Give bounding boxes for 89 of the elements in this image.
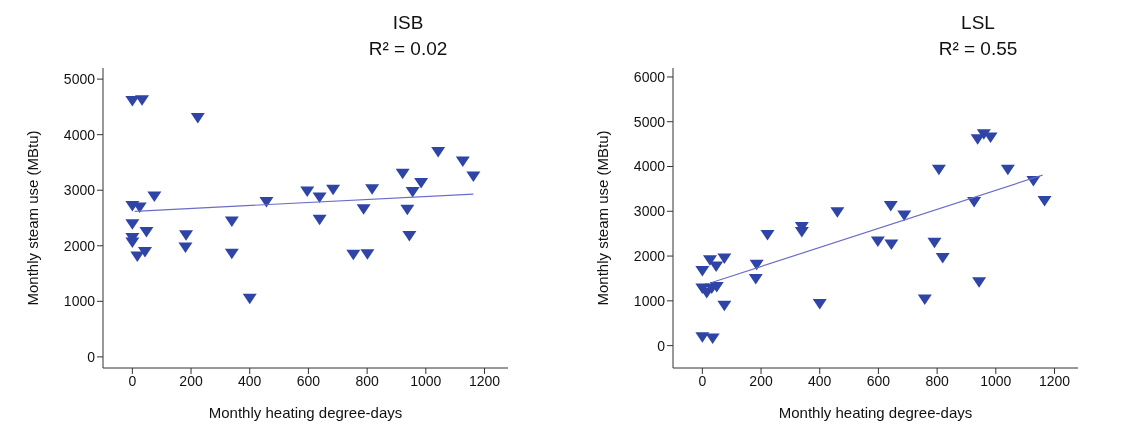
text: R² = 0.55 <box>937 38 1019 61</box>
point <box>935 252 950 264</box>
point <box>135 95 150 106</box>
point <box>395 168 410 180</box>
point <box>346 249 361 261</box>
x-tick-label: 600 <box>866 372 891 389</box>
x-axis-title: Monthly heating degree-days <box>778 404 973 421</box>
point <box>402 230 417 242</box>
y-tick-label: 4000 <box>63 126 96 143</box>
x-tick-label: 200 <box>749 372 773 389</box>
y-tick-label: 2000 <box>633 248 666 265</box>
x-tick-label: 1000 <box>980 372 1012 389</box>
point <box>139 226 154 238</box>
x-tick-label: 600 <box>296 372 321 389</box>
y-axis-title: Monthly steam use (MBtu) <box>24 130 42 306</box>
point <box>897 210 912 221</box>
point <box>224 216 239 227</box>
point <box>695 332 710 343</box>
point <box>326 184 341 196</box>
x-tick-label: 0 <box>698 372 707 389</box>
y-tick-label: 5000 <box>633 113 666 130</box>
point <box>794 226 809 238</box>
point <box>125 95 140 107</box>
x-tick-label: 200 <box>179 372 203 389</box>
point <box>705 333 720 345</box>
point <box>224 248 239 260</box>
x-axis-title: Monthly heating degree-days <box>208 404 403 421</box>
point <box>830 207 845 218</box>
point <box>931 164 946 176</box>
y-tick-label: 0 <box>657 337 666 354</box>
y-tick-label: 1000 <box>63 293 96 310</box>
point <box>1037 196 1052 207</box>
point <box>130 251 145 262</box>
x-tick-label: 1200 <box>468 372 501 389</box>
point <box>466 171 481 182</box>
point <box>717 253 732 264</box>
y-tick-label: 3000 <box>633 203 666 220</box>
point <box>976 129 991 140</box>
x-tick-label: 400 <box>238 372 262 389</box>
point <box>137 246 152 258</box>
y-tick-label: 1000 <box>633 292 666 309</box>
y-tick-label: 6000 <box>633 68 666 85</box>
x-tick-label: 800 <box>355 372 380 389</box>
y-tick-label: 5000 <box>63 71 96 88</box>
point <box>717 300 732 312</box>
point <box>300 186 315 197</box>
point <box>125 237 140 249</box>
point <box>927 237 942 249</box>
point <box>883 201 898 212</box>
point <box>356 204 371 215</box>
y-tick-label: 4000 <box>633 158 666 175</box>
point <box>190 113 205 124</box>
point <box>695 265 710 277</box>
point <box>179 230 194 241</box>
point <box>178 242 193 254</box>
point <box>312 214 327 226</box>
y-tick-label: 2000 <box>63 237 96 254</box>
x-tick-label: 800 <box>925 372 950 389</box>
point <box>870 236 885 247</box>
x-tick-label: 1200 <box>1038 372 1071 389</box>
point <box>147 191 162 202</box>
point <box>414 178 429 189</box>
chart-title: ISB <box>391 11 425 35</box>
point <box>125 219 140 230</box>
point <box>400 204 415 216</box>
point <box>455 156 470 167</box>
point <box>972 277 987 288</box>
chart-title: LSL <box>960 11 996 35</box>
point <box>365 184 380 195</box>
point <box>812 299 827 310</box>
text: R² = 0.02 <box>367 38 449 61</box>
x-tick-label: 400 <box>808 372 832 389</box>
point <box>884 239 899 251</box>
y-axis-title: Monthly steam use (MBtu) <box>594 130 612 306</box>
point <box>709 282 724 293</box>
x-tick-label: 0 <box>128 372 137 389</box>
point <box>1000 164 1015 176</box>
point <box>760 230 775 241</box>
point <box>259 196 274 208</box>
point <box>917 294 932 306</box>
point <box>748 274 763 285</box>
y-tick-label: 0 <box>87 348 96 365</box>
y-tick-label: 3000 <box>63 182 96 199</box>
x-tick-label: 1000 <box>410 372 442 389</box>
point <box>360 249 375 260</box>
point <box>431 146 446 158</box>
point <box>405 186 420 198</box>
point <box>242 293 257 305</box>
point <box>709 261 724 272</box>
